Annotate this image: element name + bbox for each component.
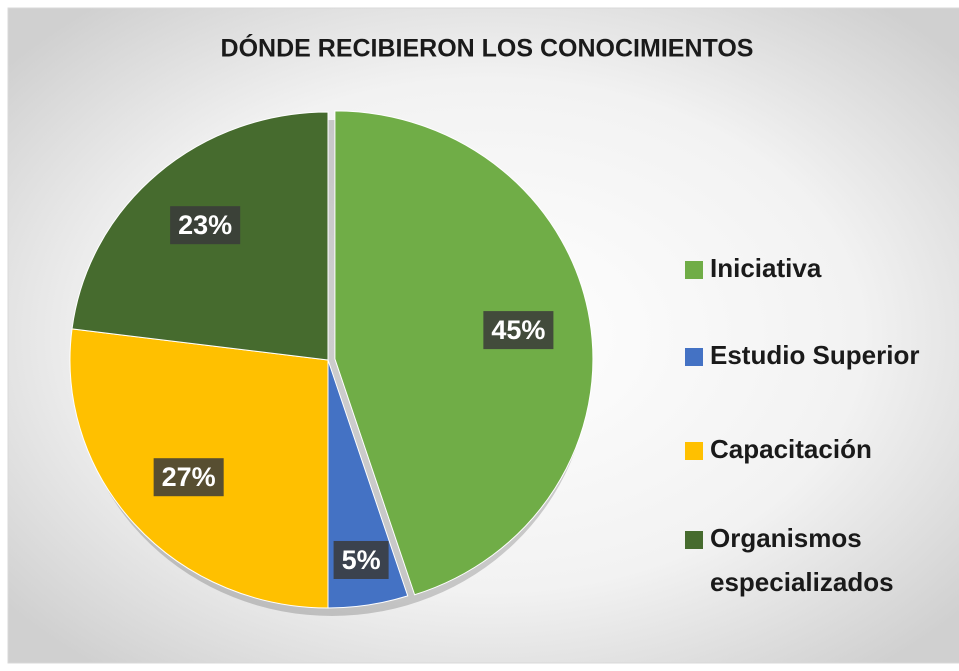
legend-swatch bbox=[685, 261, 703, 279]
legend-label: Iniciativa bbox=[710, 253, 822, 283]
data-label-group: 23% bbox=[170, 206, 241, 245]
data-label-group: 27% bbox=[153, 458, 224, 497]
data-label-box bbox=[153, 458, 224, 497]
legend-label: Organismos especializados bbox=[710, 523, 894, 597]
pie-slice bbox=[334, 110, 594, 596]
data-label-group: 5% bbox=[333, 540, 389, 579]
data-label: 45% bbox=[491, 315, 545, 345]
data-label-box bbox=[333, 540, 389, 579]
chart-title: DÓNDE RECIBIERON LOS CONOCIMIENTOS bbox=[221, 33, 754, 63]
legend-swatch bbox=[685, 531, 703, 549]
data-label-box bbox=[483, 311, 554, 350]
legend-label: Capacitación bbox=[710, 434, 872, 464]
data-label: 5% bbox=[342, 545, 381, 575]
legend-swatch bbox=[685, 348, 703, 366]
legend-swatch bbox=[685, 442, 703, 460]
legend-label: Estudio Superior bbox=[710, 340, 919, 370]
data-label-box bbox=[170, 206, 241, 245]
data-label: 27% bbox=[162, 462, 216, 492]
data-label: 23% bbox=[178, 210, 232, 240]
data-label-group: 45% bbox=[483, 311, 554, 350]
legend-label-line: especializados bbox=[710, 567, 894, 597]
legend-label-line: Organismos bbox=[710, 523, 869, 553]
